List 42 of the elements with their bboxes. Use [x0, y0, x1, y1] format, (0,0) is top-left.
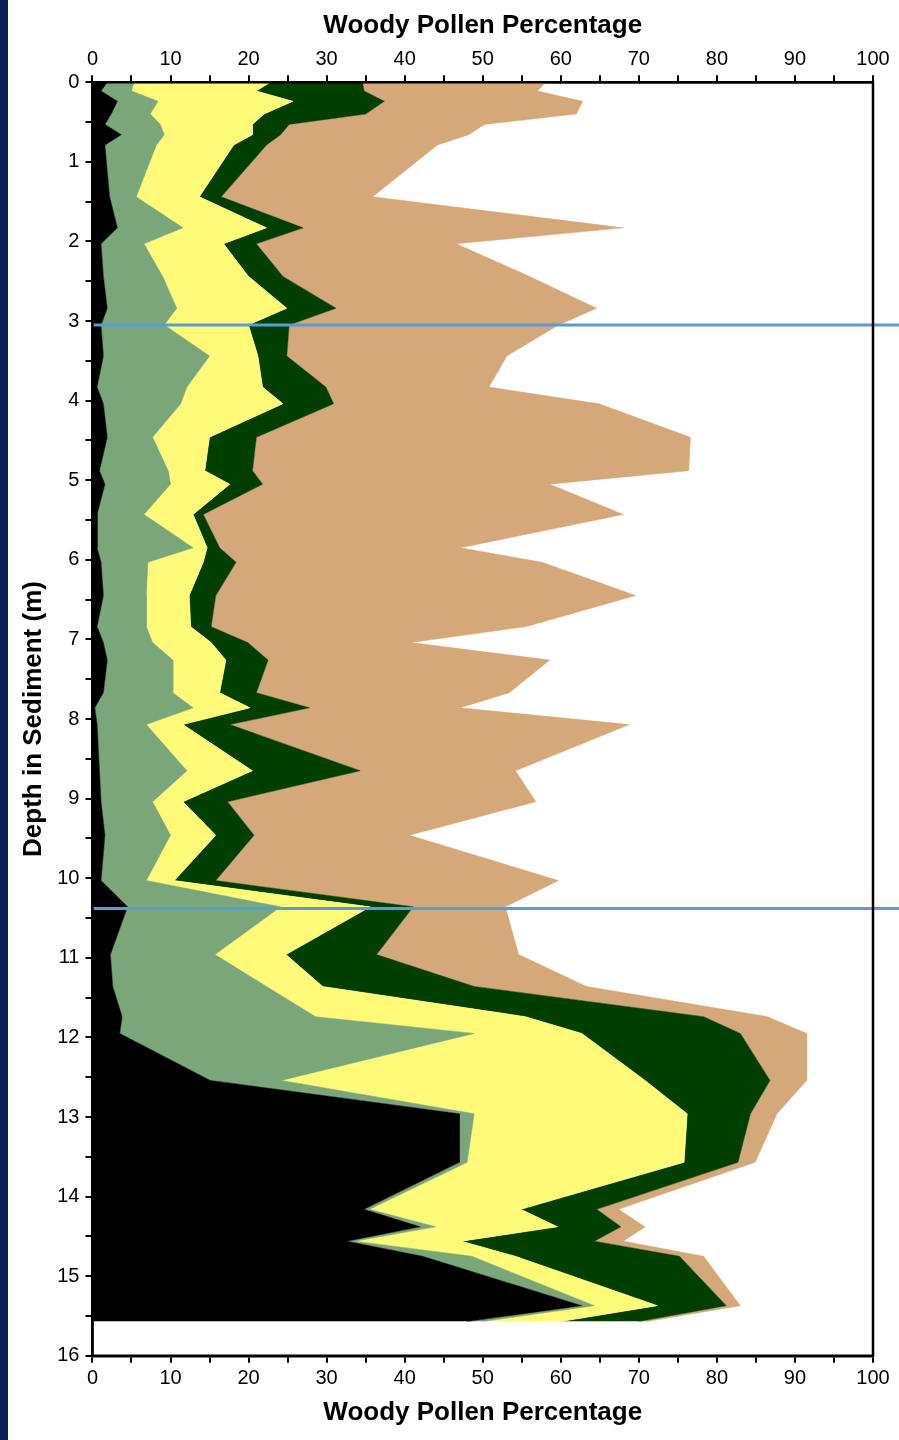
x-tick-label: 50: [471, 1366, 494, 1389]
y-tick-label: 8: [68, 706, 80, 729]
y-tick-label: 15: [57, 1263, 80, 1286]
y-tick-label: 1: [68, 149, 80, 172]
y-tick-label: 10: [57, 865, 80, 888]
x-tick-label: 100: [856, 1366, 890, 1389]
x2-tick-label: 30: [315, 46, 338, 69]
x2-tick-label: 70: [627, 46, 650, 69]
y-tick-label: 7: [68, 626, 80, 649]
x2-tick-label: 10: [159, 46, 182, 69]
x-axis-title: Woody Pollen Percentage: [323, 1395, 643, 1426]
x2-tick-label: 60: [549, 46, 572, 69]
x-tick-label: 80: [705, 1366, 729, 1389]
x2-tick-label: 40: [393, 46, 416, 69]
x2-tick-label: 20: [237, 46, 260, 69]
y-tick-label: 14: [57, 1184, 80, 1207]
y-tick-label: 16: [57, 1343, 80, 1366]
x2-tick-label: 50: [471, 46, 494, 69]
y-tick-label: 11: [58, 945, 80, 968]
x-tick-label: 30: [315, 1366, 338, 1389]
x2-axis-title: Woody Pollen Percentage: [323, 8, 643, 39]
y-axis-title: Depth in Sediment (m): [16, 581, 47, 857]
y-tick-label: 12: [57, 1024, 80, 1047]
y-tick-label: 9: [68, 786, 80, 809]
x-tick-label: 90: [783, 1366, 807, 1389]
x-tick-label: 20: [237, 1366, 260, 1389]
x2-tick-label: 80: [705, 46, 729, 69]
x2-tick-label: 90: [783, 46, 807, 69]
x-tick-label: 40: [393, 1366, 416, 1389]
x-tick-label: 70: [627, 1366, 650, 1389]
x-tick-label: 10: [159, 1366, 182, 1389]
x-tick-label: 60: [549, 1366, 572, 1389]
y-tick-label: 2: [68, 228, 80, 251]
y-tick-label: 5: [68, 467, 80, 490]
x-tick-label: 0: [86, 1366, 99, 1389]
y-tick-label: 0: [68, 69, 80, 92]
x2-tick-label: 0: [86, 46, 99, 69]
y-tick-label: 4: [68, 388, 80, 411]
x2-tick-label: 100: [856, 46, 890, 69]
y-tick-label: 3: [68, 308, 80, 331]
y-tick-label: 13: [57, 1104, 80, 1127]
y-tick-label: 6: [68, 547, 80, 570]
